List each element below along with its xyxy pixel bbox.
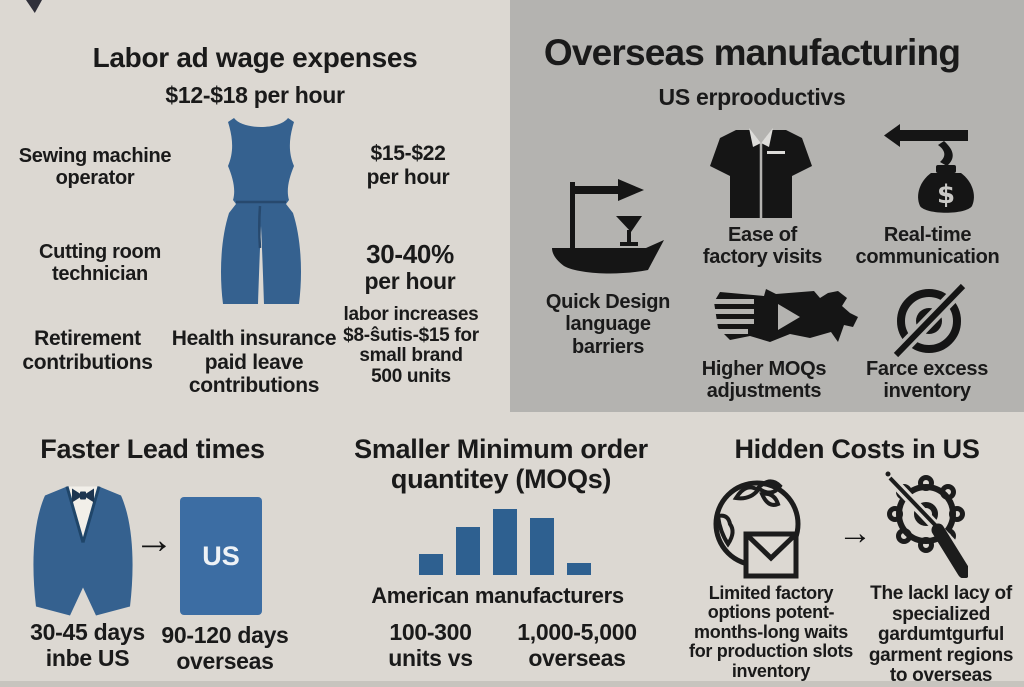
- bottom-strip: [0, 681, 1024, 687]
- money-bag-icon: $: [884, 124, 974, 213]
- globe-mail-icon: [713, 479, 801, 579]
- bar: [567, 563, 591, 575]
- bar: [493, 509, 517, 575]
- suit-icon: [33, 486, 133, 616]
- boat-icon: [552, 179, 664, 274]
- labor-sewing-label: Sewing machine operator: [18, 145, 172, 190]
- moq-bar-chart: [414, 509, 596, 575]
- overseas-title: Overseas manufacturing: [543, 32, 961, 73]
- hidden-title: Hidden Costs in US: [734, 434, 980, 464]
- labor-retirement-label: Retirement contributions: [22, 327, 153, 374]
- lead-title: Faster Lead times: [40, 434, 265, 464]
- labor-increase-label: labor increases $8-ŝutis-$15 for small b…: [343, 304, 479, 387]
- right-arrow-icon: →: [134, 518, 174, 562]
- bar: [456, 527, 480, 575]
- overseas-subtitle: US erprooductivs: [658, 84, 846, 110]
- labor-pct-big: 30-40%: [366, 239, 454, 269]
- jumpsuit-icon: [221, 118, 301, 304]
- right-arrow-icon-2: →: [838, 514, 872, 552]
- ease-factory-label: Ease of factory visits: [702, 224, 823, 269]
- no-symbol-icon: [891, 281, 968, 359]
- us-map-icon: [710, 289, 858, 342]
- limited-factory-label: Limited factory options potent- months-l…: [689, 583, 853, 681]
- labor-subtitle: $12-$18 per hour: [165, 82, 345, 108]
- labor-pct-small: per hour: [364, 268, 456, 294]
- labor-health-label: Health insurance paid leave contribution…: [171, 327, 337, 398]
- bar: [530, 518, 554, 575]
- corner-mark: [26, 0, 42, 13]
- farce-label: Farce excess inventory: [865, 358, 989, 403]
- gear-slash-icon: [885, 471, 968, 578]
- days-us-label: 30-45 days inbe US: [30, 619, 145, 671]
- svg-text:$: $: [937, 180, 955, 210]
- labor-cutting-label: Cutting room technician: [39, 241, 161, 286]
- labor-title: Labor ad wage expenses: [92, 42, 418, 73]
- moq-caption: American manufacturers: [371, 583, 624, 608]
- labor-rate-high: $15-$22 per hour: [366, 142, 450, 189]
- units-us-label: 100-300 units vs: [388, 619, 473, 671]
- realtime-label: Real-time communication: [855, 224, 1000, 269]
- higher-moqs-label: Higher MOQs adjustments: [701, 358, 827, 403]
- units-overseas-label: 1,000-5,000 overseas: [517, 619, 637, 671]
- moq-title: Smaller Minimum order quantitey (MOQs): [354, 434, 648, 495]
- us-box-label: US: [202, 540, 240, 571]
- shirt-icon: [710, 128, 812, 218]
- bar: [419, 554, 443, 575]
- lack-label: The lackl lacy of specialized gardumtgur…: [868, 583, 1014, 687]
- us-fabric-bolt: US: [180, 497, 262, 615]
- quick-design-label: Quick Design language barriers: [545, 291, 671, 358]
- days-overseas-label: 90-120 days overseas: [161, 622, 289, 674]
